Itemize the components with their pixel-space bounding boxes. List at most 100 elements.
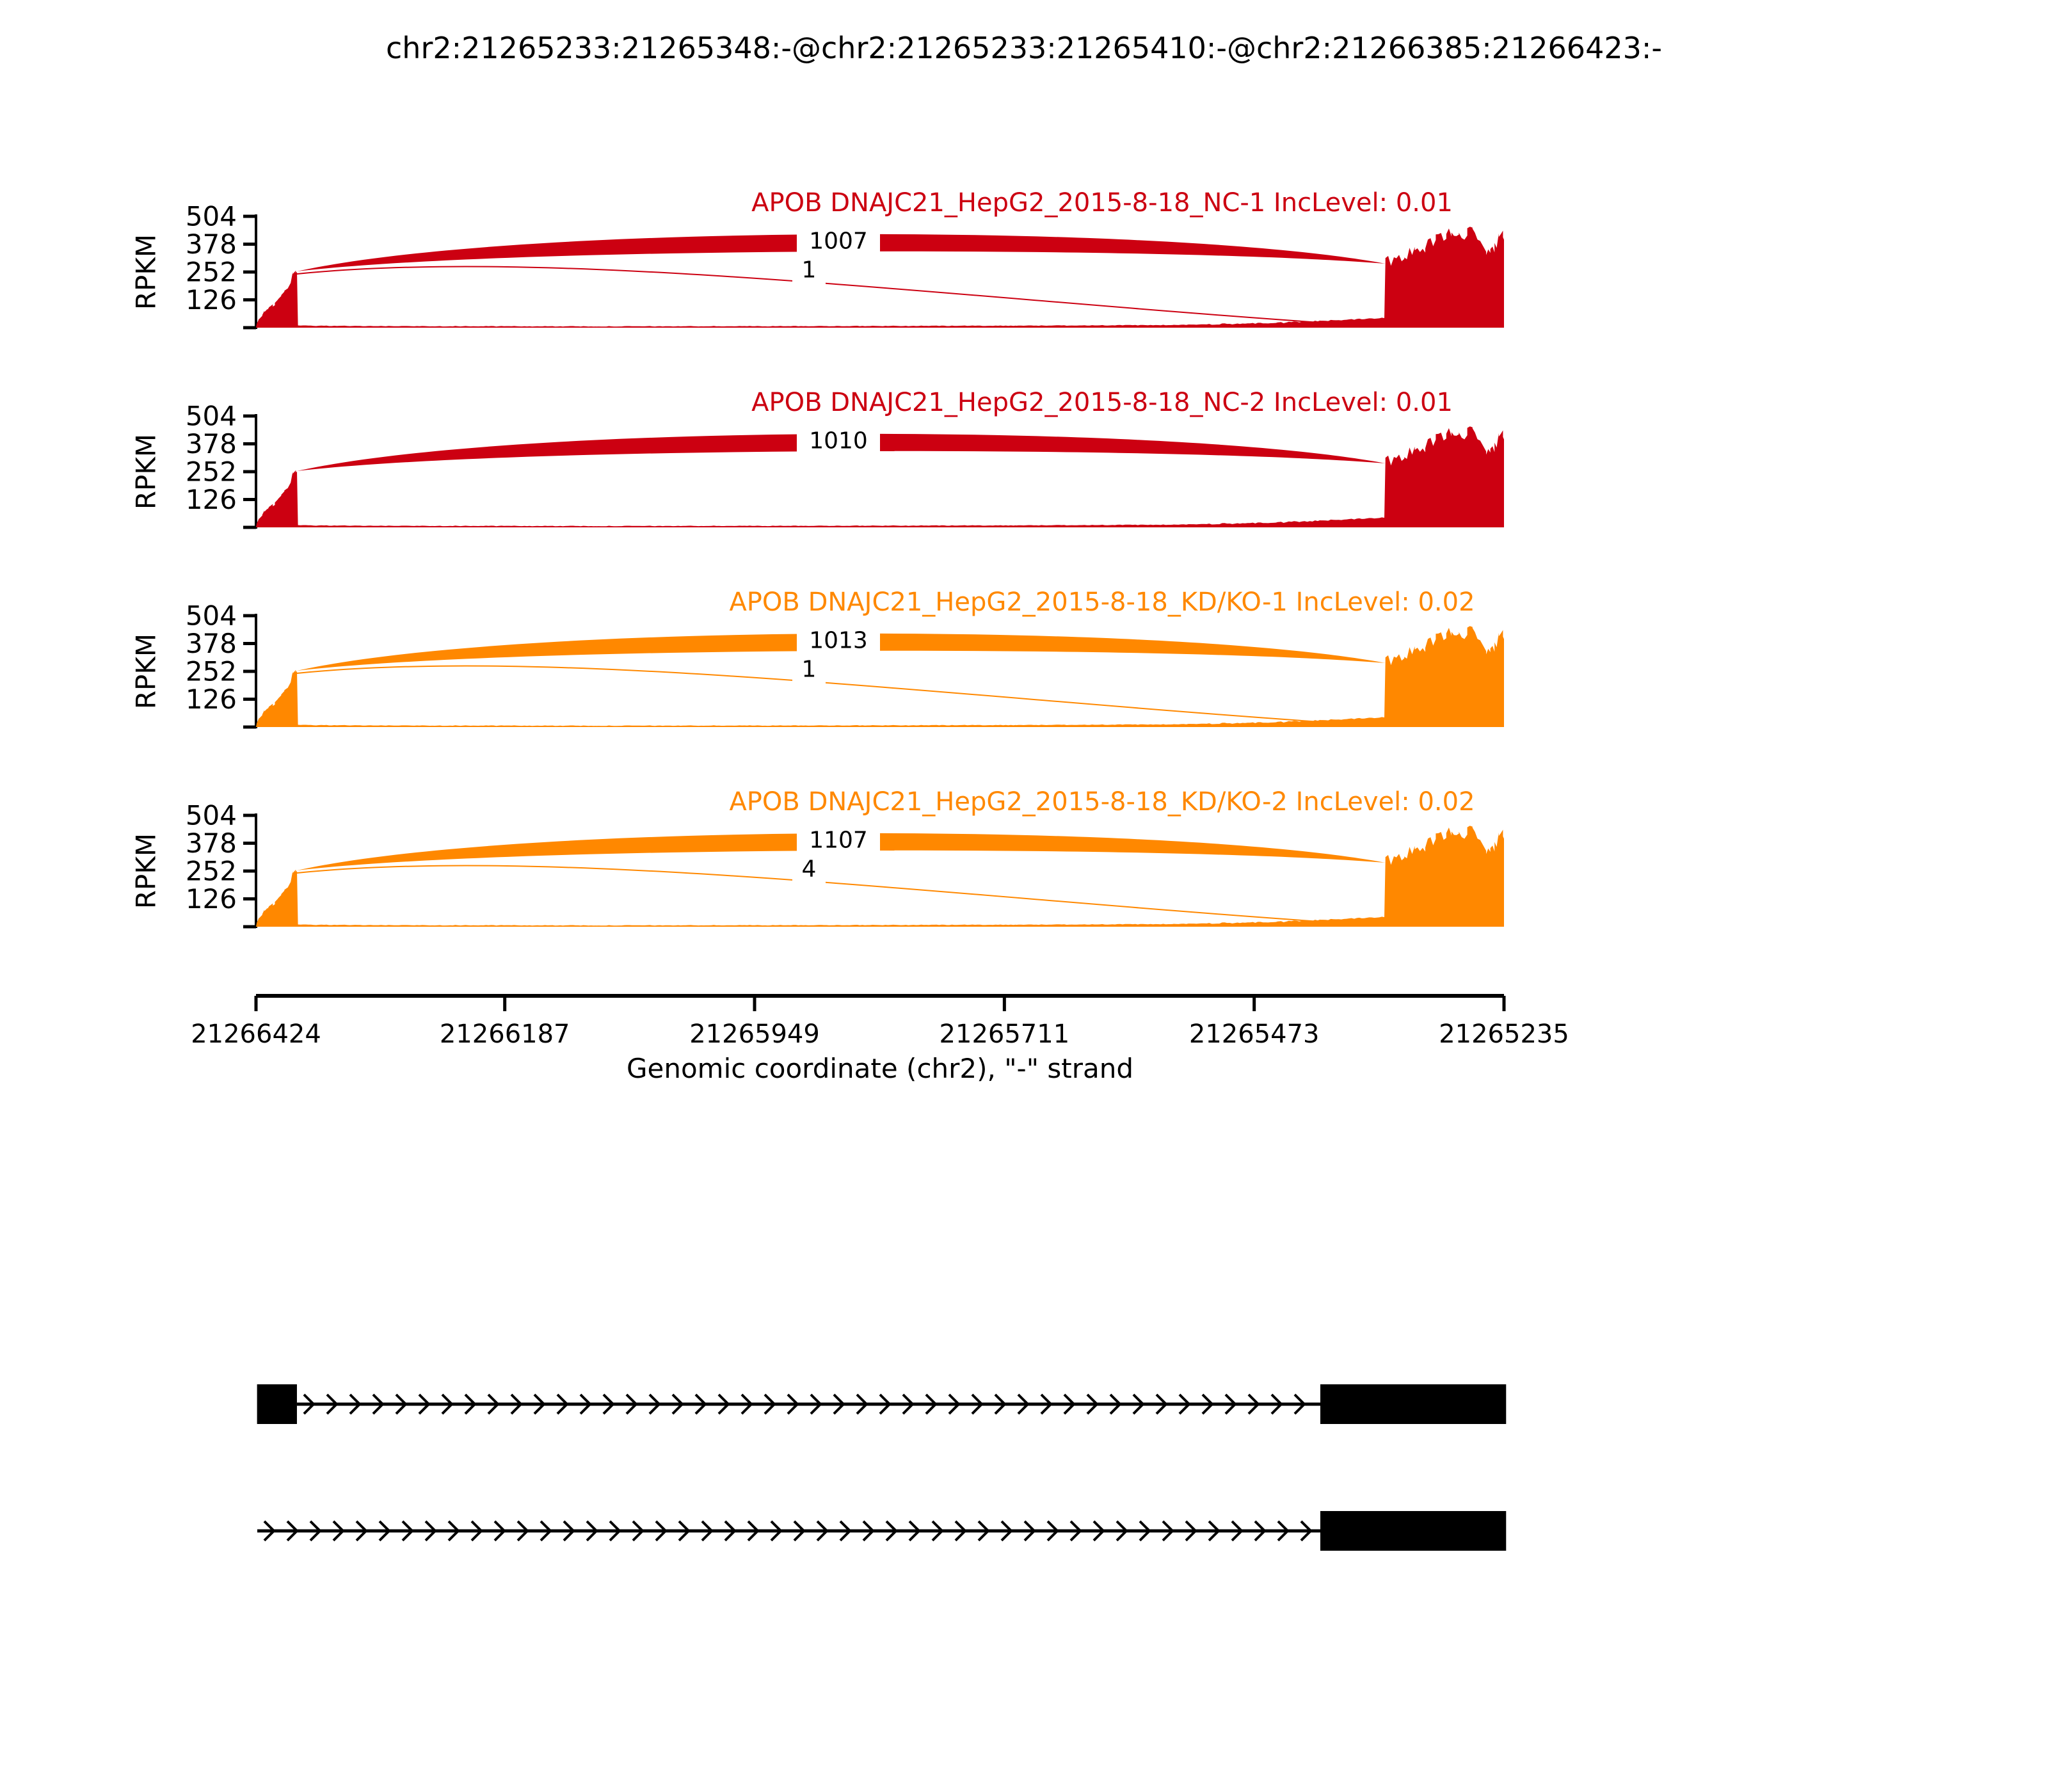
strand-arrow-icon <box>724 1520 737 1542</box>
strand-arrow-icon <box>885 1520 898 1542</box>
junction-count-label: 4 <box>802 856 817 883</box>
junction-count-label: 1 <box>802 657 817 683</box>
junction-count-label: 1007 <box>809 228 868 255</box>
strand-arrow-icon <box>1224 1393 1237 1415</box>
strand-arrow-icon <box>954 1520 967 1542</box>
strand-arrow-icon <box>717 1393 730 1415</box>
strand-arrow-icon <box>1300 1520 1313 1542</box>
y-axis-title: RPKM <box>131 833 162 909</box>
strand-arrow-icon <box>1063 1393 1076 1415</box>
strand-arrow-icon <box>1139 1520 1151 1542</box>
strand-arrow-icon <box>556 1393 569 1415</box>
strand-arrow-icon <box>1254 1520 1267 1542</box>
strand-arrow-icon <box>1116 1520 1128 1542</box>
exon-box <box>1320 1384 1507 1424</box>
strand-arrow-icon <box>632 1520 644 1542</box>
strand-arrow-icon <box>516 1520 529 1542</box>
strand-arrow-icon <box>701 1520 714 1542</box>
x-tick-label: 21266187 <box>440 1020 570 1049</box>
y-tick-label: 252 <box>186 856 237 887</box>
strand-arrow-icon <box>1017 1393 1030 1415</box>
strand-arrow-icon <box>303 1393 316 1415</box>
strand-arrow-icon <box>678 1520 691 1542</box>
strand-arrow-icon <box>349 1393 362 1415</box>
y-tick-label: 378 <box>186 628 237 659</box>
junction-arc-main <box>296 833 1386 870</box>
strand-arrow-icon <box>1109 1393 1122 1415</box>
figure-title: chr2:21265233:21265348:-@chr2:21265233:2… <box>386 31 1662 65</box>
strand-arrow-icon <box>948 1393 961 1415</box>
y-tick-label: 378 <box>186 828 237 859</box>
y-tick-label: 378 <box>186 228 237 260</box>
strand-arrow-icon <box>1162 1520 1174 1542</box>
strand-arrow-icon <box>1185 1520 1197 1542</box>
strand-arrow-icon <box>464 1393 477 1415</box>
strand-arrow-icon <box>441 1393 454 1415</box>
junction-count-bbox <box>797 826 880 855</box>
strand-arrow-icon <box>1132 1393 1145 1415</box>
strand-arrow-icon <box>1000 1520 1013 1542</box>
strand-arrow-icon <box>1023 1520 1036 1542</box>
strand-arrow-icon <box>487 1393 500 1415</box>
y-axis-title: RPKM <box>131 234 162 310</box>
y-tick-label: 252 <box>186 656 237 687</box>
strand-arrow-icon <box>931 1520 944 1542</box>
strand-arrow-icon <box>263 1520 276 1542</box>
strand-arrow-icon <box>602 1393 615 1415</box>
strand-arrow-icon <box>787 1393 799 1415</box>
junction-arc-main <box>296 433 1386 471</box>
track-title-4: APOB DNAJC21_HepG2_2015-8-18_KD/KO-2 Inc… <box>729 787 1475 817</box>
transcript-2 <box>257 1511 1507 1551</box>
strand-arrow-icon <box>286 1520 299 1542</box>
x-axis-label: Genomic coordinate (chr2), "-" strand <box>626 1053 1134 1084</box>
exon-box <box>257 1384 297 1424</box>
y-tick-label: 126 <box>186 484 237 515</box>
strand-arrow-icon <box>1040 1393 1053 1415</box>
strand-arrow-icon <box>372 1393 385 1415</box>
junction-count-bbox <box>797 227 880 256</box>
track-title-1: APOB DNAJC21_HepG2_2015-8-18_NC-1 IncLev… <box>751 188 1453 218</box>
track-title-3: APOB DNAJC21_HepG2_2015-8-18_KD/KO-1 Inc… <box>729 588 1475 617</box>
junction-count-bbox <box>792 854 826 884</box>
junction-count-bbox <box>792 255 826 285</box>
strand-arrow-icon <box>655 1520 668 1542</box>
strand-arrow-icon <box>355 1520 368 1542</box>
strand-arrow-icon <box>609 1520 621 1542</box>
strand-arrow-icon <box>540 1520 552 1542</box>
junction-arc-minor <box>296 665 1321 723</box>
strand-arrow-icon <box>747 1520 760 1542</box>
y-tick-label: 504 <box>186 201 237 232</box>
junction-count-bbox <box>797 626 880 655</box>
strand-arrow-icon <box>493 1520 506 1542</box>
strand-arrow-icon <box>648 1393 661 1415</box>
strand-arrow-icon <box>671 1393 684 1415</box>
strand-arrow-icon <box>879 1393 892 1415</box>
y-tick-label: 126 <box>186 883 237 915</box>
strand-arrow-icon <box>378 1520 391 1542</box>
exon-box <box>1320 1511 1507 1551</box>
strand-arrow-icon <box>625 1393 638 1415</box>
y-tick-label: 504 <box>186 401 237 432</box>
y-axis-title: RPKM <box>131 634 162 709</box>
x-tick-label: 21266424 <box>191 1020 321 1049</box>
strand-arrow-icon <box>764 1393 776 1415</box>
strand-arrow-icon <box>839 1520 852 1542</box>
strand-arrow-icon <box>902 1393 915 1415</box>
strand-arrow-icon <box>994 1393 1007 1415</box>
strand-arrow-icon <box>740 1393 753 1415</box>
strand-arrow-icon <box>1155 1393 1168 1415</box>
strand-arrow-icon <box>971 1393 984 1415</box>
strand-arrow-icon <box>1046 1520 1059 1542</box>
strand-arrow-icon <box>816 1520 829 1542</box>
strand-arrow-icon <box>563 1520 575 1542</box>
strand-arrow-icon <box>908 1520 921 1542</box>
strand-arrow-icon <box>1277 1520 1290 1542</box>
strand-arrow-icon <box>395 1393 408 1415</box>
transcript-1 <box>257 1384 1507 1424</box>
junction-arc-main <box>296 633 1386 671</box>
x-tick-label: 21265235 <box>1439 1020 1569 1049</box>
